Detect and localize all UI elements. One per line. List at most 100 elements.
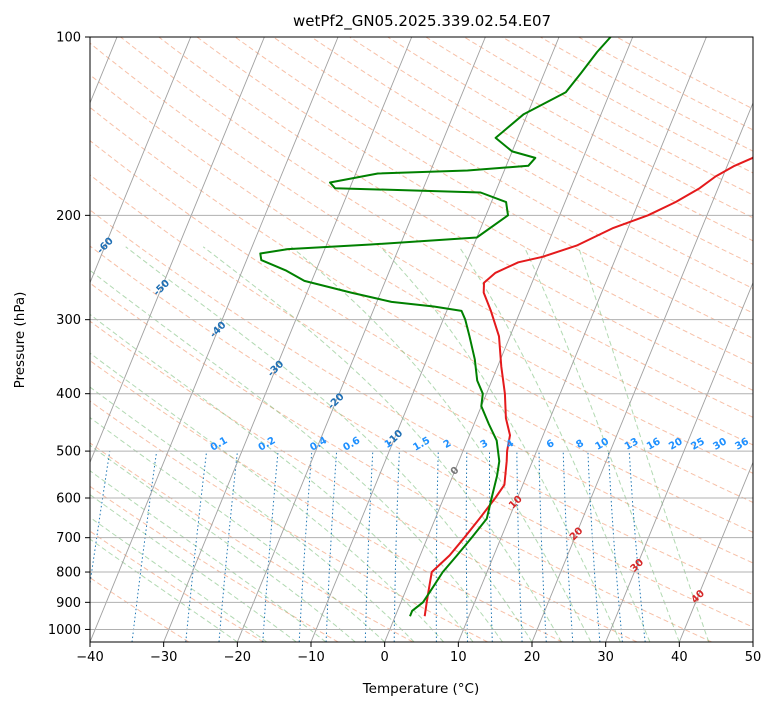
mixing-ratio-line — [90, 451, 111, 587]
y-tick-label: 1000 — [48, 623, 81, 638]
dry-adiabat — [501, 37, 753, 174]
dry-adiabat — [90, 320, 638, 642]
moist-adiabat — [90, 386, 415, 642]
mixing-ratio-label: 25 — [689, 436, 707, 453]
profiles — [259, 37, 753, 617]
dry-adiabat — [90, 245, 753, 628]
x-tick-label: 20 — [524, 650, 541, 665]
moist-adiabat — [90, 444, 356, 642]
isotherm-line — [163, 37, 413, 642]
y-tick-label: 300 — [56, 313, 81, 328]
moist-adiabat — [458, 246, 651, 642]
x-tick-label: 0 — [381, 650, 389, 665]
dry-adiabat — [90, 106, 753, 503]
moist-adiabat — [290, 246, 592, 642]
mixing-ratio-label: 10 — [593, 436, 611, 453]
mixing-ratio-label: 2 — [442, 438, 454, 451]
dry-adiabat — [90, 400, 488, 642]
x-tick-label: −40 — [76, 650, 103, 665]
moist-adiabat — [90, 269, 503, 642]
mixing-ratio-line — [607, 451, 623, 642]
moist-adiabat — [380, 246, 621, 642]
dry-adiabat — [234, 37, 753, 339]
dry-adiabat — [90, 209, 753, 596]
y-tick-label: 400 — [56, 387, 81, 402]
mixing-ratio-line — [185, 451, 208, 642]
y-tick-label: 100 — [56, 31, 81, 46]
mixing-ratio-line — [364, 451, 374, 642]
y-tick-label: 700 — [56, 531, 81, 546]
moist-adiabat — [125, 246, 533, 642]
background-lines — [90, 37, 753, 642]
isotherm-line — [605, 281, 753, 642]
mixing-ratio-label: 36 — [733, 436, 751, 453]
dry-adiabat — [540, 37, 753, 152]
moist-adiabat — [202, 246, 562, 642]
dry-adiabat — [90, 442, 414, 642]
isotherm-label: -30 — [266, 359, 287, 380]
mixing-ratio-label: 6 — [545, 438, 557, 451]
dry-adiabat — [90, 42, 753, 446]
mixing-ratio-label: 3 — [479, 438, 491, 451]
dry-adiabat — [311, 37, 753, 290]
isobar-grid — [90, 37, 753, 630]
mixing-ratio-line — [325, 451, 338, 642]
y-tick-label: 600 — [56, 492, 81, 507]
isotherm-label: -40 — [208, 320, 229, 341]
isotherm-label: -60 — [95, 236, 116, 257]
moist-adiabat — [90, 470, 327, 642]
isotherm-line — [310, 37, 560, 642]
isotherm-label: 0 — [449, 465, 462, 478]
moist-adiabat — [90, 494, 297, 642]
chart-title: wetPf2_GN05.2025.339.02.54.E07 — [293, 12, 551, 31]
dry-adiabat — [90, 577, 190, 642]
isotherm-label: 40 — [689, 588, 707, 606]
x-tick-label: 50 — [745, 650, 762, 665]
mixing-ratio-label: 1 — [383, 438, 395, 451]
dry-adiabat — [349, 37, 753, 265]
isotherm-label: -80 — [0, 145, 6, 166]
dry-adiabat — [120, 37, 753, 418]
dry-adiabat — [463, 37, 753, 196]
mixing-ratio-label: 16 — [645, 436, 663, 453]
mixing-ratio-label: 30 — [711, 436, 729, 453]
dry-adiabat — [90, 485, 339, 642]
isotherm-label: -70 — [41, 188, 62, 209]
x-axis-label: Temperature (°C) — [362, 681, 480, 697]
moist-adiabat — [523, 246, 680, 642]
mixing-ratio-line — [465, 451, 468, 642]
isotherm-line — [90, 37, 265, 464]
line-labels: -100-90-80-70-60-50-40-30-20-10010203040… — [0, 145, 751, 606]
isotherm-label: -50 — [152, 278, 173, 299]
dry-adiabat — [158, 37, 753, 391]
mixing-ratio-label: 8 — [574, 438, 586, 451]
mixing-ratio-label: 4 — [504, 438, 516, 451]
y-axis: 100 200 300 400 500 600 700 800 900 1000 — [48, 31, 90, 638]
x-tick-label: 10 — [450, 650, 467, 665]
y-tick-label: 800 — [56, 566, 81, 581]
dry-adiabat — [90, 530, 264, 642]
isotherm-label: -20 — [326, 391, 347, 412]
x-tick-label: −20 — [224, 650, 251, 665]
moist-adiabat — [90, 313, 474, 642]
x-tick-label: −30 — [150, 650, 177, 665]
x-tick-label: 40 — [671, 650, 688, 665]
mixing-ratio-line — [262, 451, 279, 642]
mixing-ratio-line — [435, 451, 439, 642]
dry-adiabat — [90, 360, 563, 642]
moist-adiabat — [90, 538, 238, 642]
isotherm-label: 20 — [568, 526, 586, 544]
y-tick-label: 900 — [56, 596, 81, 611]
mixing-ratio-line — [218, 451, 238, 642]
dry-adiabat — [196, 37, 753, 365]
dry-adiabat — [425, 37, 753, 219]
isotherm-line — [236, 37, 486, 642]
dry-adiabat — [90, 140, 753, 533]
dry-adiabat — [90, 282, 712, 642]
isotherm-line — [90, 37, 339, 642]
temperature-profile-line — [423, 156, 753, 617]
dewpoint-profile-line — [259, 37, 612, 617]
x-axis: −40 −30 −20 −10 0 10 20 30 40 50 — [76, 642, 761, 665]
y-tick-label: 200 — [56, 209, 81, 224]
